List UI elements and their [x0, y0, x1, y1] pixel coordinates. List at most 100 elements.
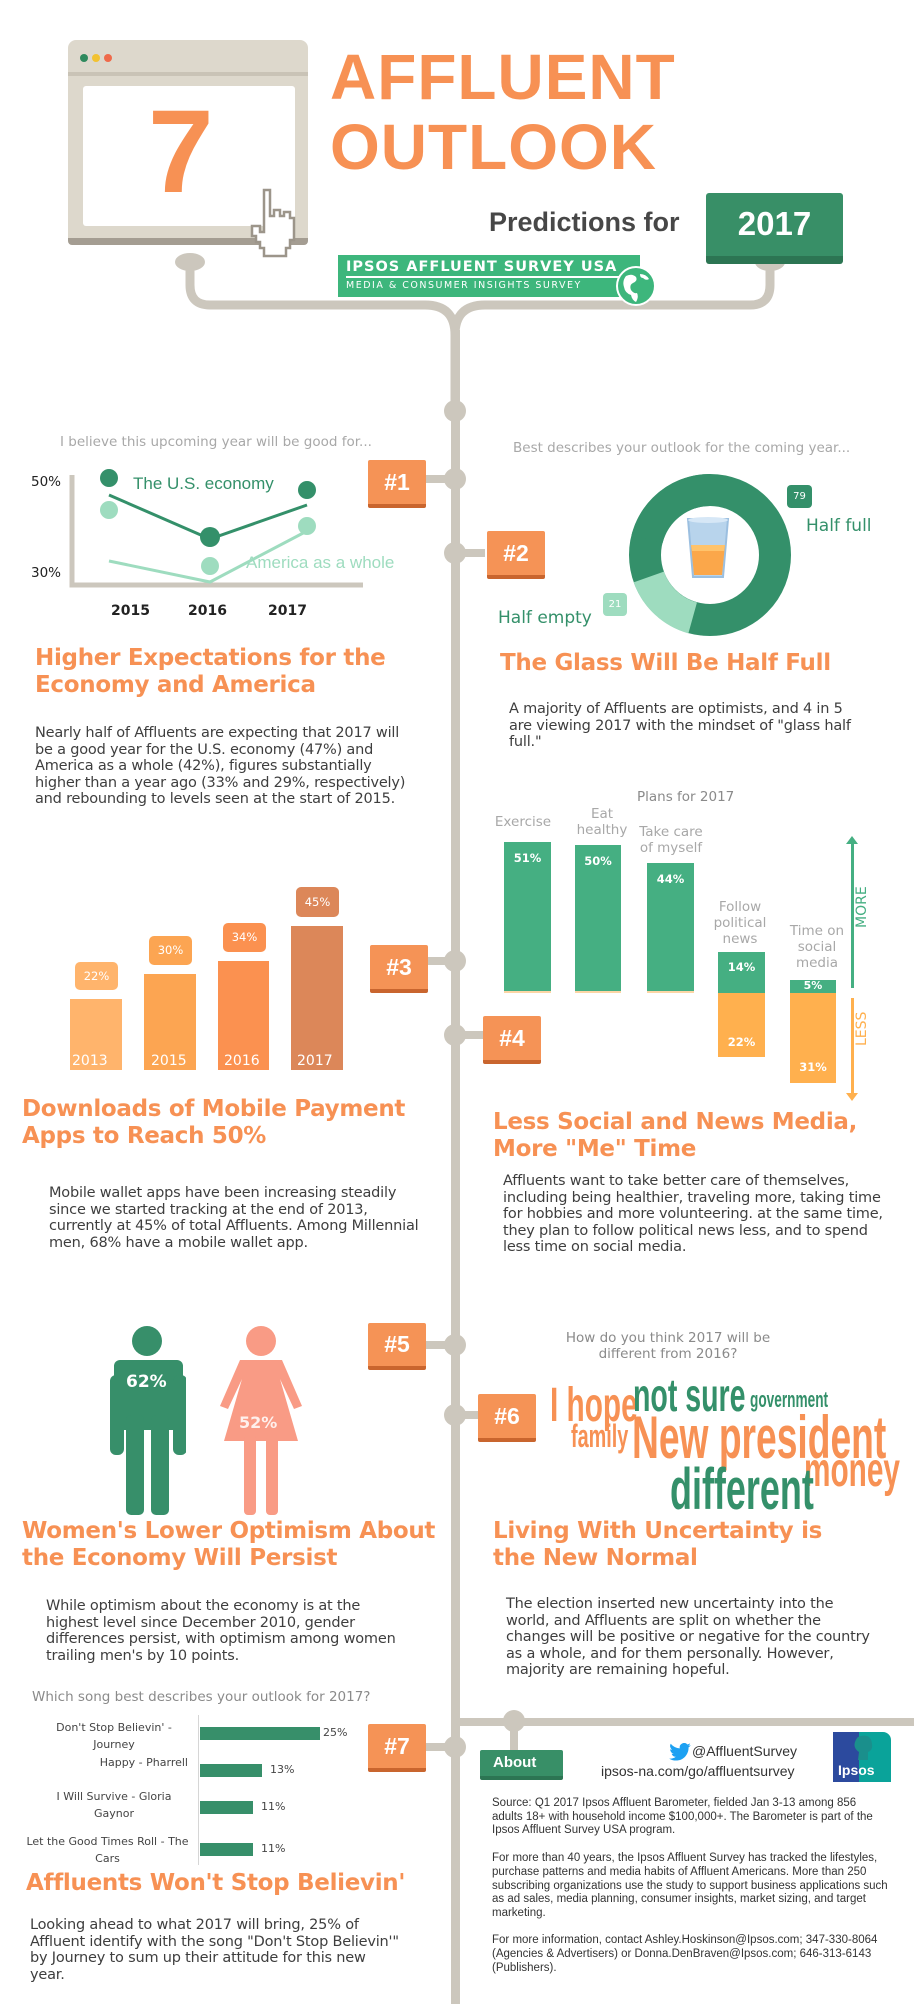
- pointer-hand-icon: [250, 188, 296, 258]
- word-family: family: [571, 1418, 629, 1454]
- men-value: 62%: [126, 1372, 167, 1392]
- word-different: different: [670, 1457, 814, 1522]
- section2-body: A majority of Affluents are optimists, a…: [509, 701, 851, 750]
- song-label-4: Let the Good Times Roll - The Cars: [26, 1835, 189, 1865]
- year-badge: 2017: [706, 193, 843, 264]
- section2-headline: The Glass Will Be Half Full: [500, 650, 831, 676]
- glass-of-juice-icon: [686, 517, 730, 578]
- badge-5: #5: [368, 1323, 426, 1370]
- section4-body: Affluents want to take better care of th…: [503, 1173, 883, 1255]
- timeline-node-2: [444, 542, 466, 564]
- section1-question: I believe this upcoming year will be goo…: [60, 434, 372, 450]
- badge-1: #1: [368, 460, 426, 508]
- woman-icon: [220, 1326, 302, 1515]
- song-chart: Don't Stop Believin' - Journey 25% Happy…: [0, 1715, 360, 1825]
- about-button[interactable]: About: [480, 1750, 563, 1780]
- more-label: MORE: [854, 886, 870, 928]
- less-arrow: [851, 998, 854, 1096]
- ipsos-logo: Ipsos: [833, 1732, 891, 1782]
- x-label-2015: 2015: [111, 603, 150, 619]
- globe-icon: [616, 266, 656, 306]
- song-value-1: 25%: [323, 1726, 348, 1739]
- song-bar-2: [200, 1764, 262, 1777]
- section6-body: The election inserted new uncertainty in…: [506, 1596, 870, 1678]
- about-stub: [510, 1722, 518, 1750]
- bar-2016: 2016: [218, 961, 269, 1070]
- song-label-1: Don't Stop Believin' - Journey: [56, 1721, 172, 1751]
- series-economy-label: The U.S. economy: [133, 474, 274, 493]
- x-label-2017: 2017: [268, 603, 307, 619]
- plan-bar-political-more: 14%: [718, 952, 765, 993]
- more-arrow: [851, 842, 854, 988]
- survey-name: IPSOS AFFLUENT SURVEY USA: [346, 259, 632, 278]
- plan-bar-take-care: 44%: [647, 863, 694, 993]
- twitter-bird-icon[interactable]: [669, 1743, 691, 1761]
- word-not-sure: not sure: [633, 1369, 746, 1421]
- word-new-president: New president: [632, 1404, 887, 1471]
- song-bar-3: [200, 1801, 253, 1814]
- window-dot-red: [104, 54, 112, 62]
- bar-2017: 2017: [291, 926, 343, 1070]
- plans-chart: Exercise 51% Eat healthy 50% Take care o…: [460, 780, 914, 1101]
- half-empty-value: 21: [603, 593, 627, 616]
- plan-bar-exercise: 51%: [504, 842, 551, 993]
- plan-bar-social-more: 5%: [790, 980, 836, 993]
- y-label-50: 50%: [31, 474, 62, 490]
- twitter-handle[interactable]: @AffluentSurvey: [692, 1743, 798, 1759]
- women-value: 52%: [239, 1413, 278, 1432]
- half-full-label: Half full: [806, 516, 872, 536]
- badge-2: #2: [487, 531, 545, 579]
- bar-2013: 2013: [70, 999, 122, 1070]
- glass-donut-chart: [629, 474, 791, 636]
- big-number: 7: [148, 86, 214, 218]
- window-dot-green: [80, 54, 88, 62]
- about-source: Source: Q1 2017 Ipsos Affluent Barometer…: [492, 1797, 873, 1836]
- connector-4: [455, 1031, 485, 1039]
- section5-body: While optimism about the economy is at t…: [46, 1598, 396, 1664]
- about-contact: For more information, contact Ashley.Hos…: [492, 1934, 878, 1974]
- timeline-node-7: [444, 1736, 466, 1758]
- timeline-node-6: [444, 1404, 466, 1426]
- survey-url-link[interactable]: ipsos-na.com/go/affluentsurvey: [601, 1763, 795, 1779]
- section7-headline: Affluents Won't Stop Believin': [26, 1870, 406, 1896]
- mobile-payment-bar-chart: 2013 22% 2015 30% 2016 34% 2017 45%: [0, 870, 440, 1070]
- badge-3: #3: [370, 945, 428, 993]
- plan-bar-political-less: 22%: [718, 993, 765, 1057]
- subtitle: Predictions for: [489, 207, 680, 237]
- word-money: money: [804, 1444, 900, 1497]
- connector-2: [455, 549, 485, 557]
- song-bar-1: [200, 1727, 320, 1740]
- half-empty-label: Half empty: [498, 608, 592, 628]
- timeline-node-5: [444, 1334, 466, 1356]
- half-full-value: 79: [787, 485, 812, 508]
- word-cloud: I hope not sure government family New pr…: [540, 1369, 914, 1522]
- word-i-hope: I hope: [550, 1379, 638, 1432]
- survey-tagline: MEDIA & CONSUMER INSIGHTS SURVEY: [346, 280, 582, 291]
- window-content: [83, 86, 295, 226]
- plans-title: Plans for 2017: [637, 789, 735, 805]
- less-arrowhead-icon: [846, 1093, 858, 1101]
- section6-question: How do you think 2017 will be different …: [565, 1330, 771, 1362]
- title-line-1: AFFLUENT: [330, 41, 676, 113]
- song-label-2: Happy - Pharrell: [99, 1756, 188, 1769]
- about-node: [503, 1710, 525, 1732]
- section1-headline: Higher Expectations for the Economy and …: [35, 645, 386, 698]
- more-arrowhead-icon: [846, 836, 858, 844]
- connector-6: [455, 1411, 485, 1419]
- word-government: government: [750, 1387, 829, 1412]
- section3-headline: Downloads of Mobile Payment Apps to Reac…: [22, 1096, 406, 1149]
- song-bar-4: [200, 1843, 253, 1856]
- song-value-2: 13%: [270, 1763, 295, 1776]
- section7-question: Which song best describes your outlook f…: [32, 1689, 371, 1705]
- about-branch: [455, 1718, 914, 1726]
- bar-label-2015: 30%: [149, 936, 192, 965]
- economy-line-chart: [69, 469, 363, 588]
- badge-4: #4: [483, 1016, 541, 1064]
- section5-headline: Women's Lower Optimism About the Economy…: [22, 1518, 436, 1571]
- about-history: For more than 40 years, the Ipsos Afflue…: [492, 1852, 888, 1920]
- section7-body: Looking ahead to what 2017 will bring, 2…: [30, 1917, 399, 1983]
- song-value-3: 11%: [261, 1800, 286, 1813]
- badge-6: #6: [478, 1394, 536, 1442]
- y-label-30: 30%: [31, 565, 62, 581]
- badge-7: #7: [368, 1724, 426, 1772]
